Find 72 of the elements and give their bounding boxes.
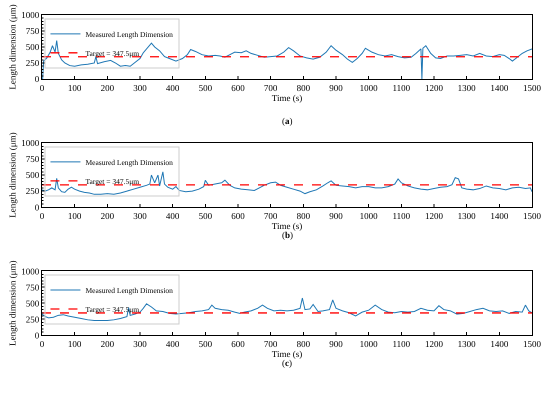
x-tick-label: 900	[329, 210, 344, 221]
x-tick-label: 500	[198, 82, 213, 93]
x-tick-label: 100	[68, 338, 82, 349]
y-tick-label: 500	[26, 42, 40, 52]
line-series	[42, 171, 532, 195]
x-tick-label: 100	[68, 82, 82, 93]
x-tick-label: 1000	[360, 82, 378, 93]
x-tick-label: 200	[100, 210, 115, 221]
y-tick-label: 750	[26, 154, 40, 164]
line-series	[42, 298, 532, 321]
x-tick-label: 1300	[458, 210, 476, 221]
x-tick-label: 200	[100, 338, 115, 349]
x-tick-label: 1100	[392, 82, 411, 93]
x-tick-label: 800	[296, 82, 311, 93]
y-tick-label: 500	[26, 170, 40, 180]
x-tick-label: 700	[264, 82, 278, 93]
y-tick-label: 1000	[21, 138, 40, 148]
y-tick-label: 250	[26, 314, 40, 324]
x-tick-label: 1100	[392, 338, 411, 349]
x-tick-label: 1200	[425, 82, 444, 93]
y-tick-label: 1000	[21, 266, 40, 276]
x-tick-label: 600	[231, 210, 246, 221]
x-tick-label: 700	[264, 338, 278, 349]
x-tick-label: 700	[264, 210, 278, 221]
x-tick-label: 200	[100, 82, 115, 93]
x-tick-label: 600	[231, 82, 246, 93]
x-tick-label: 1200	[425, 338, 444, 349]
x-tick-label: 900	[329, 338, 344, 349]
x-tick-label: 1000	[360, 338, 378, 349]
y-tick-label: 500	[26, 298, 40, 308]
x-tick-label: 800	[296, 210, 311, 221]
y-axis-title: Length dimension (μm)	[8, 260, 18, 346]
x-tick-label: 800	[296, 338, 311, 349]
y-tick-label: 750	[26, 26, 40, 36]
x-tick-label: 300	[133, 210, 148, 221]
x-tick-label: 400	[166, 210, 180, 221]
x-tick-label: 1200	[425, 210, 444, 221]
x-tick-label: 600	[231, 338, 246, 349]
x-tick-label: 1500	[523, 210, 542, 221]
x-tick-label: 900	[329, 82, 344, 93]
text: (b)	[282, 230, 294, 240]
x-tick-label: 1500	[523, 338, 542, 349]
y-tick-label: 0	[34, 330, 40, 340]
text: (c)	[282, 358, 292, 368]
y-tick-label: 250	[26, 58, 40, 68]
x-tick-label: 500	[198, 210, 213, 221]
y-tick-label: 750	[26, 282, 40, 292]
x-axis-title: Time (s)	[272, 92, 302, 103]
y-tick-label: 0	[34, 202, 40, 212]
x-tick-label: 1300	[458, 82, 476, 93]
y-tick-label: 1000	[21, 10, 40, 20]
x-tick-label: 300	[133, 82, 148, 93]
x-axis-title: Time (s)	[272, 220, 302, 231]
x-tick-label: 1300	[458, 338, 476, 349]
x-tick-label: 400	[166, 82, 180, 93]
x-tick-label: 1400	[490, 338, 509, 349]
y-axis-title: Length dimension (μm)	[8, 132, 18, 218]
line-series	[42, 40, 532, 80]
x-tick-label: 1400	[490, 82, 509, 93]
x-axis-title: Time (s)	[272, 348, 302, 359]
x-tick-label: 300	[133, 338, 148, 349]
x-tick-label: 500	[198, 338, 213, 349]
x-tick-label: 1500	[523, 82, 542, 93]
x-tick-label: 100	[68, 210, 82, 221]
y-axis-title: Length dimension (μm)	[8, 4, 18, 90]
text: (a)	[282, 116, 292, 126]
x-tick-label: 1000	[360, 210, 378, 221]
y-tick-label: 0	[34, 74, 40, 84]
x-tick-label: 400	[166, 338, 180, 349]
y-tick-label: 250	[26, 186, 40, 196]
x-tick-label: 1400	[490, 210, 509, 221]
x-tick-label: 1100	[392, 210, 411, 221]
